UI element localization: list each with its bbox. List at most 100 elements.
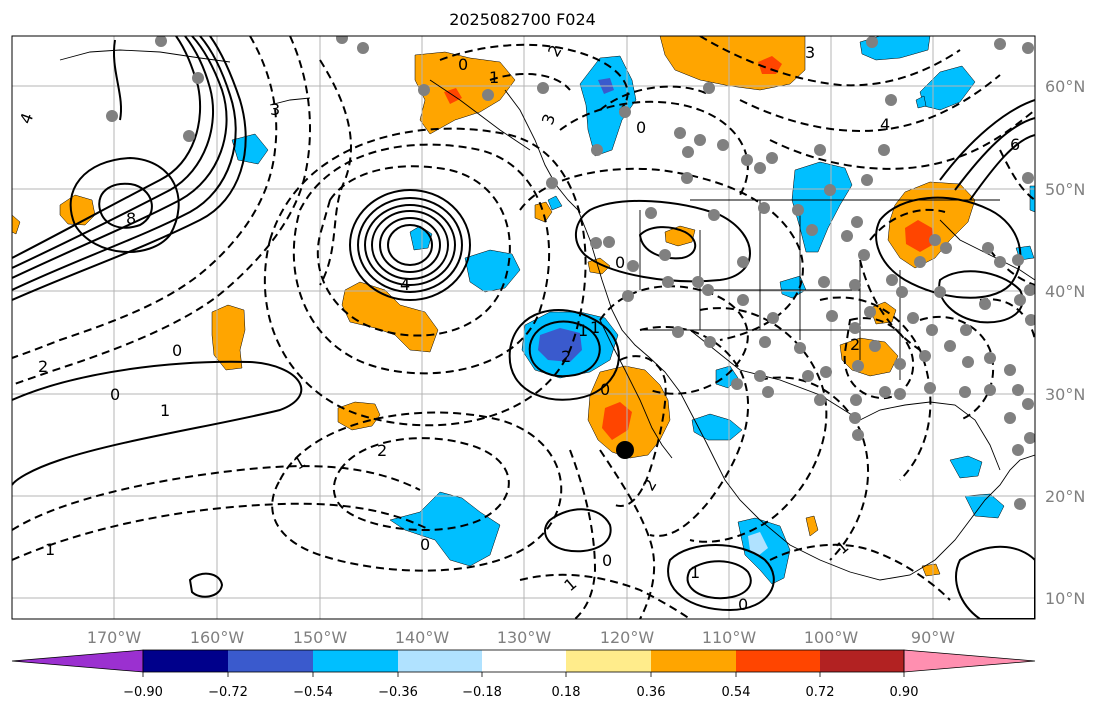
red-region-canada — [758, 56, 782, 74]
colorbar-tick: −0.54 — [293, 685, 333, 700]
contour-label: 0 — [110, 385, 120, 404]
contour-label: 3 — [270, 100, 280, 119]
orange-region-sw-edge — [12, 214, 21, 235]
map-title: 2025082700 F024 — [449, 10, 596, 29]
contour-label: 1 — [690, 563, 700, 582]
lon-label-160w: 160°W — [190, 628, 245, 647]
orange-region-idaho — [664, 225, 696, 247]
colorbar-min-extension — [11, 649, 144, 673]
colorbar-tick: 0.36 — [637, 685, 666, 700]
orange-region-nevada — [587, 257, 611, 275]
lon-label-110w: 110°W — [702, 628, 757, 647]
colorbar-tick: −0.90 — [123, 685, 163, 700]
contour-label: 0 — [420, 535, 430, 554]
lightblue-region-sliver — [748, 532, 768, 556]
colorbar-segment — [398, 650, 482, 672]
shaded-fields — [12, 36, 1035, 585]
lon-label-140w: 140°W — [395, 628, 450, 647]
contour-label: 2 — [38, 357, 48, 376]
lon-label-90w: 90°W — [911, 628, 955, 647]
orange-region-canada — [659, 36, 806, 91]
lat-label-60n: 60°N — [1045, 77, 1085, 96]
colorbar-tick: −0.18 — [462, 685, 502, 700]
contour-label: 0 — [600, 380, 610, 399]
contour-label: 1 — [45, 540, 55, 559]
contour-label: 2 — [377, 441, 387, 460]
longitude-axis: 170°W 160°W 150°W 140°W 130°W 120°W 110°… — [87, 628, 955, 647]
blue-region-small-3 — [915, 95, 927, 109]
red-region-great-lakes — [905, 220, 934, 252]
contours — [12, 36, 1035, 619]
colorbar-segment — [482, 650, 566, 672]
map-frame — [11, 35, 1036, 620]
orange-region-mexico — [805, 515, 819, 537]
orange-region-subtropics — [337, 401, 381, 431]
colorbar-segment — [566, 650, 651, 672]
contour-label: 2 — [850, 335, 860, 354]
colorbar-tick: 0.72 — [806, 685, 835, 700]
solid-contours — [12, 36, 1035, 619]
contour-label: 1 — [590, 318, 600, 337]
contour-label: 0 — [172, 341, 182, 360]
blue-region-canada — [579, 55, 637, 157]
colorbar-tick: 0.18 — [552, 685, 581, 700]
darkblue-region-california-offshore — [538, 328, 582, 362]
colorbar-tick: 0.54 — [722, 685, 751, 700]
orange-region-central-pacific — [211, 304, 246, 371]
lat-label-50n: 50°N — [1045, 180, 1085, 199]
contour-label: 0 — [602, 551, 612, 570]
colorbar: −0.90 −0.72 −0.54 −0.36 −0.18 0.18 0.36 … — [11, 649, 1036, 700]
colorbar-tick: −0.72 — [208, 685, 248, 700]
lon-label-150w: 150°W — [293, 628, 348, 647]
contour-label: 1 — [578, 321, 588, 340]
blue-region-small-5 — [547, 195, 563, 211]
lat-label-10n: 10°N — [1045, 589, 1085, 608]
blue-region-east — [949, 455, 983, 479]
blue-region-hudson — [919, 65, 976, 111]
contour-label: 8 — [126, 209, 136, 228]
coastlines — [59, 49, 1035, 581]
lat-label-30n: 30°N — [1045, 385, 1085, 404]
lon-label-170w: 170°W — [87, 628, 142, 647]
contour-label: 4 — [400, 275, 410, 294]
contour-label: 0 — [615, 253, 625, 272]
orange-region-central-america — [921, 563, 941, 577]
lon-label-120w: 120°W — [600, 628, 655, 647]
orange-region-west-pacific — [59, 194, 96, 226]
colorbar-segment — [143, 650, 228, 672]
colorbar-segment — [228, 650, 313, 672]
colorbar-tick: 0.90 — [890, 685, 919, 700]
colorbar-tick: −0.36 — [378, 685, 418, 700]
colorbar-segment — [651, 650, 736, 672]
blue-region-southeast — [964, 493, 1005, 519]
lon-label-130w: 130°W — [497, 628, 552, 647]
lat-label-40n: 40°N — [1045, 282, 1085, 301]
graticule — [12, 36, 1035, 619]
lat-label-20n: 20°N — [1045, 487, 1085, 506]
contour-label: 1 — [489, 68, 499, 87]
colorbar-max-extension — [903, 649, 1036, 673]
contour-label: 1 — [160, 401, 170, 420]
contour-label: 0 — [636, 118, 646, 137]
contour-label: 4 — [880, 115, 890, 134]
contour-label: 3 — [805, 43, 815, 62]
colorbar-frame — [142, 649, 905, 673]
blue-region-offshore-nw — [464, 249, 521, 293]
blue-region-pacific-south — [389, 491, 501, 567]
lon-label-100w: 100°W — [804, 628, 859, 647]
red-region-baja — [602, 402, 632, 440]
station-markers — [106, 36, 1035, 510]
blue-region-aleutian — [231, 133, 269, 165]
orange-region-oregon — [534, 201, 553, 223]
colorbar-segment — [313, 650, 398, 672]
contour-label: 0 — [738, 595, 748, 614]
center-point-marker — [616, 441, 634, 459]
orange-region-gulf-alaska — [414, 51, 516, 135]
colorbar-segment — [820, 650, 904, 672]
contour-label: 0 — [458, 55, 468, 74]
latitude-axis: 60°N 50°N 40°N 30°N 20°N 10°N — [1045, 77, 1085, 608]
blue-region-small-1 — [779, 275, 807, 299]
contour-label: 6 — [1010, 135, 1020, 154]
contour-label: 2 — [561, 347, 571, 366]
